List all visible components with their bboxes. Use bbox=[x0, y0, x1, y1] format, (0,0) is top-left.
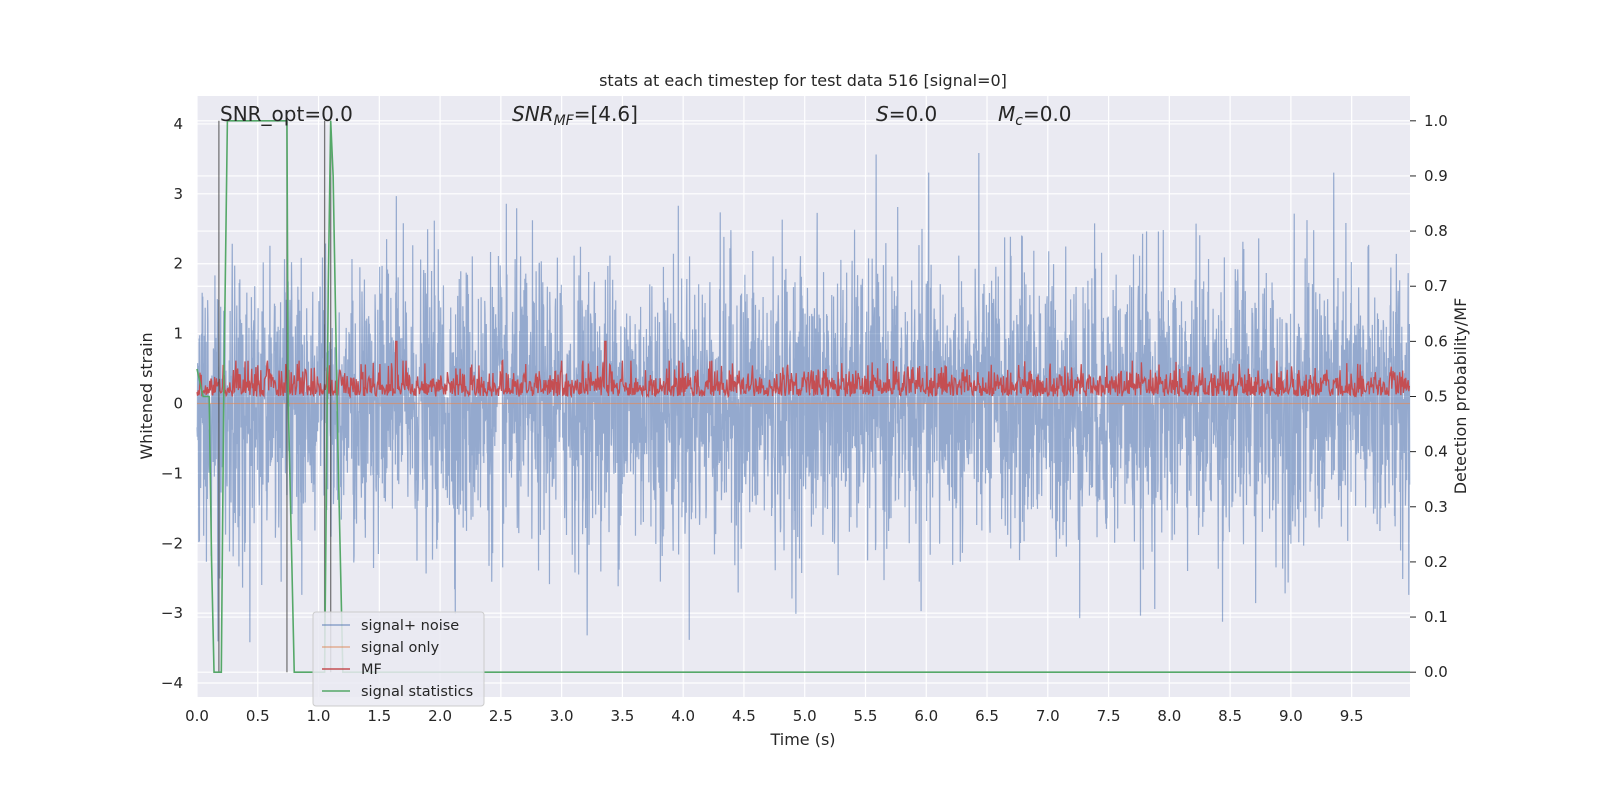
legend-label-signal-statistics: signal statistics bbox=[361, 684, 473, 700]
x-tick-label: 0.5 bbox=[246, 707, 270, 725]
x-tick-label: 6.5 bbox=[975, 707, 999, 725]
x-tick-label: 4.0 bbox=[671, 707, 695, 725]
y2-tick-label: 0.9 bbox=[1424, 167, 1448, 185]
legend: signal+ noise signal only MF signal stat… bbox=[312, 611, 485, 707]
y2-tick-label: 0.6 bbox=[1424, 332, 1448, 350]
legend-label-signal-noise: signal+ noise bbox=[361, 618, 459, 634]
x-tick-label: 3.5 bbox=[610, 707, 634, 725]
x-tick-label: 8.5 bbox=[1218, 707, 1242, 725]
y-tick-label: 0 bbox=[173, 394, 183, 412]
annotation-snr-mf: SNRMF=[4.6] bbox=[512, 102, 638, 129]
x-tick-label: 4.5 bbox=[732, 707, 756, 725]
x-tick-label: 7.5 bbox=[1097, 707, 1121, 725]
x-tick-label: 1.5 bbox=[367, 707, 391, 725]
x-tick-label: 2.0 bbox=[428, 707, 452, 725]
y-axis-label: Whitened strain bbox=[137, 332, 156, 459]
y2-tick-label: 0.4 bbox=[1424, 443, 1448, 461]
y-axis-ticks: 4 3 2 1 0 −1 −2 −3 −4 bbox=[161, 115, 183, 692]
x-tick-label: 9.5 bbox=[1340, 707, 1364, 725]
series-signal-noise bbox=[196, 153, 1411, 643]
y-tick-label: 1 bbox=[173, 325, 183, 343]
y2-axis-ticks: 1.0 0.9 0.8 0.7 0.6 0.5 0.4 0.3 0.2 0.1 0.0 bbox=[1410, 112, 1448, 681]
x-tick-label: 0.0 bbox=[185, 707, 209, 725]
annotation-mc: Mc=0.0 bbox=[998, 102, 1072, 129]
y-tick-label: −2 bbox=[161, 534, 183, 552]
signal-statistics-line bbox=[196, 120, 1410, 673]
annotation-snr-opt: SNR_opt=0.0 bbox=[220, 102, 353, 126]
annotation-s: S=0.0 bbox=[876, 102, 937, 126]
signal-noise-line bbox=[196, 153, 1411, 643]
x-tick-label: 5.0 bbox=[793, 707, 817, 725]
chart-title: stats at each timestep for test data 516… bbox=[599, 71, 1007, 90]
x-tick-label: 9.0 bbox=[1279, 707, 1303, 725]
x-tick-label: 5.5 bbox=[854, 707, 878, 725]
y-tick-label: −3 bbox=[161, 604, 183, 622]
y2-tick-label: 0.1 bbox=[1424, 608, 1448, 626]
series-signal-statistics bbox=[196, 120, 1410, 673]
y2-tick-label: 0.7 bbox=[1424, 277, 1448, 295]
y-tick-label: 4 bbox=[173, 115, 183, 133]
legend-box bbox=[312, 611, 485, 707]
x-tick-label: 3.0 bbox=[550, 707, 574, 725]
x-tick-label: 1.0 bbox=[307, 707, 331, 725]
x-axis-label: Time (s) bbox=[769, 730, 835, 749]
x-tick-label: 2.5 bbox=[489, 707, 513, 725]
x-tick-label: 6.0 bbox=[914, 707, 938, 725]
y-tick-label: −4 bbox=[161, 674, 183, 692]
y2-tick-label: 0.0 bbox=[1424, 663, 1448, 681]
series-mf bbox=[196, 340, 1411, 399]
y2-tick-label: 1.0 bbox=[1424, 112, 1448, 130]
x-axis-ticks: 0.0 0.5 1.0 1.5 2.0 2.5 3.0 3.5 4.0 4.5 5.0 5.5 6.0 6… bbox=[185, 707, 1364, 725]
x-tick-label: 8.0 bbox=[1157, 707, 1181, 725]
y-tick-label: −1 bbox=[161, 464, 183, 482]
y2-tick-label: 0.8 bbox=[1424, 222, 1448, 240]
legend-label-signal-only: signal only bbox=[361, 640, 440, 656]
mf-line bbox=[196, 340, 1411, 399]
y2-axis-label: Detection probability/MF bbox=[1451, 298, 1470, 495]
x-tick-label: 7.0 bbox=[1036, 707, 1060, 725]
y-tick-label: 2 bbox=[173, 255, 183, 273]
y2-tick-label: 0.5 bbox=[1424, 388, 1448, 406]
y-tick-label: 3 bbox=[173, 185, 183, 203]
legend-label-mf: MF bbox=[361, 662, 382, 678]
y2-tick-label: 0.3 bbox=[1424, 498, 1448, 516]
y2-tick-label: 0.2 bbox=[1424, 553, 1448, 571]
